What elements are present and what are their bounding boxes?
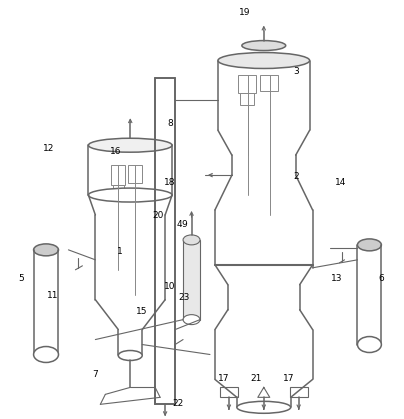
Ellipse shape	[183, 235, 200, 245]
Text: 11: 11	[47, 291, 59, 300]
Bar	[112, 165, 125, 185]
Text: 1: 1	[117, 247, 122, 256]
Text: 16: 16	[110, 147, 121, 155]
Bar	[220, 388, 238, 397]
Ellipse shape	[358, 239, 381, 251]
Bar	[238, 75, 256, 93]
Text: 6: 6	[378, 274, 384, 283]
Ellipse shape	[358, 336, 381, 352]
Text: 18: 18	[164, 178, 176, 187]
Bar	[260, 75, 278, 91]
Ellipse shape	[242, 41, 286, 51]
Ellipse shape	[34, 347, 59, 362]
Ellipse shape	[118, 351, 142, 360]
Bar	[113, 185, 124, 199]
Text: 2: 2	[294, 172, 299, 181]
Text: 15: 15	[136, 307, 147, 316]
Ellipse shape	[88, 138, 172, 152]
Text: 22: 22	[172, 399, 183, 408]
Bar	[128, 165, 142, 183]
Ellipse shape	[183, 315, 200, 325]
Text: 10: 10	[164, 282, 176, 291]
Bar	[240, 93, 254, 105]
Text: 13: 13	[331, 274, 343, 283]
Text: 4: 4	[177, 220, 183, 229]
Text: 8: 8	[167, 119, 173, 128]
Text: 7: 7	[93, 370, 98, 379]
Text: 20: 20	[152, 211, 163, 220]
Text: 23: 23	[178, 293, 189, 302]
Bar	[183, 240, 200, 320]
Text: 17: 17	[219, 374, 230, 383]
Text: 5: 5	[19, 274, 25, 283]
Text: 19: 19	[238, 8, 250, 17]
Ellipse shape	[218, 52, 309, 68]
Text: 14: 14	[335, 178, 347, 187]
Text: 17: 17	[283, 374, 294, 383]
Ellipse shape	[237, 401, 291, 413]
Ellipse shape	[88, 188, 172, 202]
Text: 9: 9	[181, 220, 187, 229]
Bar	[290, 388, 307, 397]
Text: 3: 3	[294, 67, 299, 76]
Text: 12: 12	[43, 145, 55, 153]
Ellipse shape	[34, 244, 59, 256]
Text: 21: 21	[250, 374, 262, 383]
